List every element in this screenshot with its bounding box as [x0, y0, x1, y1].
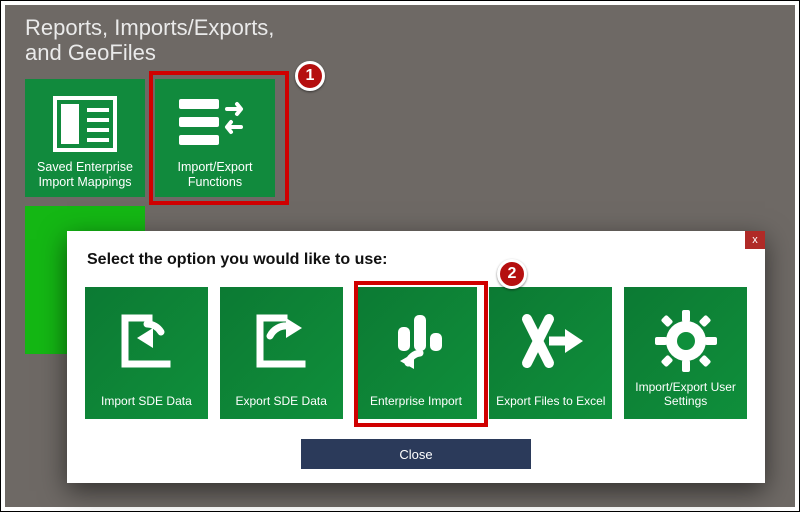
dlg-tile-export-excel[interactable]: Export Files to Excel [489, 287, 612, 419]
dlg-tile-user-settings[interactable]: Import/Export User Settings [624, 287, 747, 419]
section-title: Reports, Imports/Exports, and GeoFiles [25, 15, 285, 66]
dlg-tile-label: Enterprise Import [370, 395, 462, 419]
columns-icon [25, 91, 145, 157]
dlg-tile-export-sde[interactable]: Export SDE Data [220, 287, 343, 419]
import-arrow-icon [85, 297, 208, 385]
gear-icon [624, 297, 747, 385]
tile-saved-enterprise-mappings[interactable]: Saved Enterprise Import Mappings [25, 79, 145, 197]
dlg-tile-label: Import SDE Data [101, 395, 192, 419]
close-footer-button[interactable]: Close [301, 439, 531, 469]
excel-export-icon [489, 297, 612, 385]
tile-label: Saved Enterprise Import Mappings [25, 160, 145, 197]
dlg-tile-label: Export Files to Excel [496, 395, 605, 419]
enterprise-import-icon [355, 297, 478, 385]
marker-number: 1 [306, 67, 315, 85]
dialog-import-export: x Select the option you would like to us… [67, 231, 765, 483]
dlg-tile-label: Export SDE Data [236, 395, 327, 419]
dialog-title: Select the option you would like to use: [87, 251, 387, 269]
dlg-tile-enterprise-import[interactable]: Enterprise Import [355, 287, 478, 419]
export-arrow-icon [220, 297, 343, 385]
background-panel: Reports, Imports/Exports, and GeoFiles S… [5, 5, 795, 507]
dlg-tile-label: Import/Export User Settings [624, 381, 747, 419]
close-button[interactable]: x [745, 231, 765, 249]
tile-import-export-functions[interactable]: Import/Export Functions [155, 79, 275, 197]
dialog-tile-row: Import SDE Data Export SDE Data [85, 287, 747, 419]
highlight-marker-1: 1 [295, 61, 325, 91]
dlg-tile-import-sde[interactable]: Import SDE Data [85, 287, 208, 419]
top-tile-row: Saved Enterprise Import Mappings Import/… [25, 79, 275, 197]
transfer-icon [155, 91, 275, 157]
tile-label: Import/Export Functions [155, 160, 275, 197]
